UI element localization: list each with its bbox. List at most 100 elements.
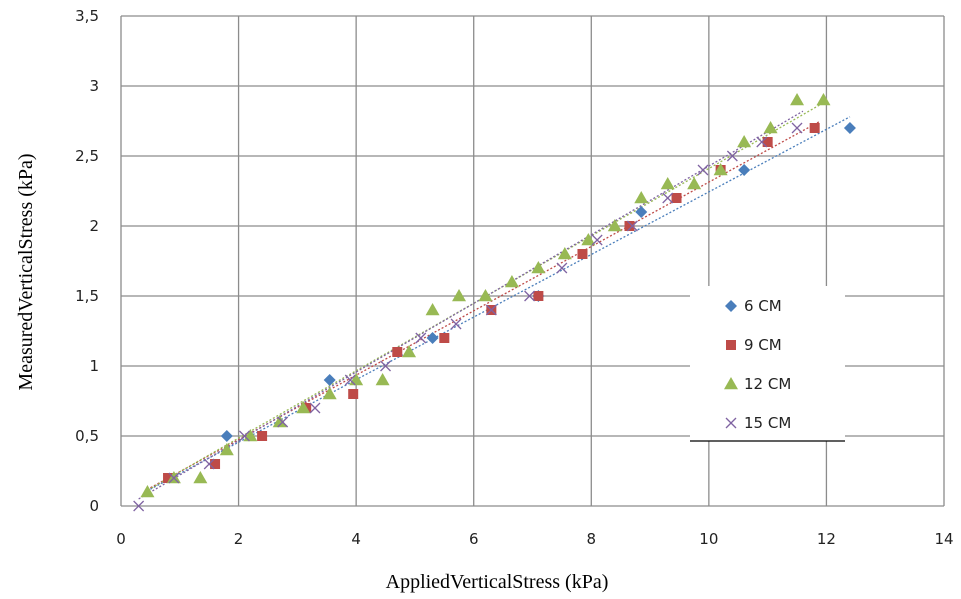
marker-stroke bbox=[524, 290, 536, 302]
point-series-2 bbox=[634, 191, 649, 204]
y-tick-label: 3,5 bbox=[75, 7, 99, 25]
y-tick-label: 1,5 bbox=[75, 287, 99, 305]
point-series-3 bbox=[697, 164, 709, 176]
legend: 6 CM 9 CM 12 CM 15 CM bbox=[690, 286, 845, 442]
point-series-1 bbox=[210, 459, 221, 469]
point-series-3 bbox=[203, 458, 215, 470]
point-series-2 bbox=[737, 135, 752, 148]
point-series-1 bbox=[624, 221, 635, 231]
marker-stroke bbox=[203, 458, 215, 470]
point-series-3 bbox=[415, 332, 427, 344]
point-series-2 bbox=[660, 177, 675, 190]
point-series-3 bbox=[277, 416, 289, 428]
x-tick-label: 2 bbox=[234, 530, 244, 548]
marker-stroke bbox=[168, 472, 180, 484]
legend-entry: 12 CM bbox=[744, 375, 791, 393]
point-series-3 bbox=[591, 234, 603, 246]
x-tick-label: 12 bbox=[817, 530, 836, 548]
point-series-3 bbox=[791, 122, 803, 134]
point-series-2 bbox=[607, 219, 622, 232]
point-series-0 bbox=[426, 332, 439, 344]
point-series-1 bbox=[671, 193, 682, 203]
tick-labels: 0 2 4 6 8 10 12 14 0 0,5 1 1,5 2 2,5 3 3,5 bbox=[75, 7, 953, 548]
marker-stroke bbox=[697, 164, 709, 176]
x-tick-label: 6 bbox=[469, 530, 479, 548]
legend-marker-0 bbox=[725, 300, 737, 312]
y-axis-label: MeasuredVerticalStress (kPa) bbox=[15, 153, 37, 390]
x-tick-label: 4 bbox=[351, 530, 361, 548]
point-series-3 bbox=[168, 472, 180, 484]
point-series-2 bbox=[375, 373, 390, 386]
point-series-2 bbox=[272, 415, 287, 428]
marker-stroke bbox=[450, 318, 462, 330]
point-series-0 bbox=[220, 430, 233, 442]
point-series-3 bbox=[626, 220, 638, 232]
point-series-2 bbox=[219, 443, 234, 456]
y-tick-label: 2,5 bbox=[75, 147, 99, 165]
marker-stroke bbox=[662, 192, 674, 204]
point-series-1 bbox=[809, 123, 820, 133]
point-series-2 bbox=[504, 275, 519, 288]
point-series-3 bbox=[133, 500, 145, 512]
x-tick-label: 10 bbox=[699, 530, 718, 548]
legend-box bbox=[690, 286, 845, 441]
y-tick-label: 1 bbox=[89, 357, 99, 375]
point-series-2 bbox=[402, 345, 417, 358]
marker-stroke bbox=[344, 374, 356, 386]
marker-stroke bbox=[726, 150, 738, 162]
point-series-0 bbox=[635, 206, 648, 218]
point-series-3 bbox=[524, 290, 536, 302]
point-series-2 bbox=[581, 233, 596, 246]
y-tick-label: 2 bbox=[89, 217, 99, 235]
point-series-3 bbox=[485, 304, 497, 316]
legend-marker-1 bbox=[726, 340, 736, 350]
marker-stroke bbox=[791, 122, 803, 134]
point-series-2 bbox=[763, 121, 778, 134]
point-series-2 bbox=[296, 401, 311, 414]
point-series-1 bbox=[163, 473, 174, 483]
point-series-2 bbox=[322, 387, 337, 400]
marker-stroke bbox=[133, 500, 145, 512]
axes bbox=[120, 16, 944, 507]
legend-marker-3 bbox=[725, 417, 737, 429]
marker-stroke bbox=[756, 136, 768, 148]
point-series-3 bbox=[238, 430, 250, 442]
x-axis-label: AppliedVerticalStress (kPa) bbox=[386, 571, 609, 593]
data-points bbox=[133, 93, 856, 512]
legend-entry: 15 CM bbox=[744, 414, 791, 432]
point-series-1 bbox=[577, 249, 588, 259]
marker-stroke bbox=[277, 416, 289, 428]
point-series-3 bbox=[380, 360, 391, 372]
point-series-1 bbox=[533, 291, 544, 301]
point-series-1 bbox=[439, 333, 450, 343]
trendline-0 bbox=[150, 116, 851, 490]
point-series-3 bbox=[556, 262, 568, 274]
marker-stroke bbox=[626, 220, 638, 232]
point-series-2 bbox=[816, 93, 831, 106]
x-tick-label: 0 bbox=[116, 530, 126, 548]
point-series-3 bbox=[726, 150, 738, 162]
marker-stroke bbox=[485, 304, 497, 316]
point-series-3 bbox=[309, 402, 321, 414]
point-series-2 bbox=[790, 93, 805, 106]
point-series-2 bbox=[713, 163, 728, 176]
point-series-3 bbox=[450, 318, 462, 330]
y-tick-label: 3 bbox=[89, 77, 99, 95]
x-tick-label: 14 bbox=[934, 530, 953, 548]
point-series-2 bbox=[557, 247, 572, 260]
y-tick-label: 0 bbox=[89, 497, 99, 515]
point-series-1 bbox=[257, 431, 268, 441]
marker-stroke bbox=[556, 262, 568, 274]
legend-entry: 9 CM bbox=[744, 336, 782, 354]
marker-stroke bbox=[238, 430, 250, 442]
point-series-1 bbox=[348, 389, 359, 399]
point-series-1 bbox=[762, 137, 773, 147]
x-tick-label: 8 bbox=[587, 530, 597, 548]
marker-stroke bbox=[380, 360, 391, 372]
point-series-2 bbox=[452, 289, 467, 302]
point-series-2 bbox=[140, 485, 155, 498]
marker-stroke bbox=[591, 234, 603, 246]
marker-stroke bbox=[415, 332, 427, 344]
point-series-2 bbox=[425, 303, 440, 316]
